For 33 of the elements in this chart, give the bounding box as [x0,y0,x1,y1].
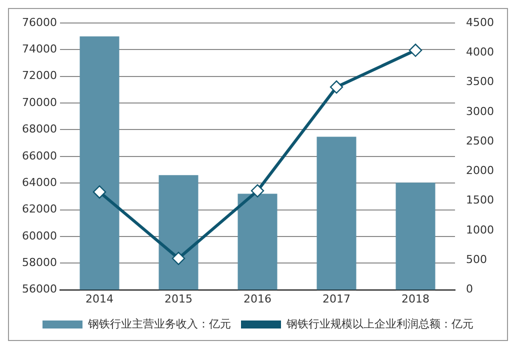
y2-tick-label: 500 [466,253,488,266]
y-tick-label: 76000 [22,16,57,29]
y-tick-label: 56000 [22,282,57,296]
y2-tick-label: 1500 [466,194,494,207]
y2-tick-label: 1000 [466,223,494,236]
x-tick-label: 2015 [164,292,192,306]
y-tick-label: 74000 [22,42,57,56]
y-tick-label: 70000 [22,96,57,109]
y2-tick-label: 0 [466,282,474,296]
x-tick-label: 2018 [402,292,430,306]
y2-tick-label: 3000 [466,104,494,118]
point [408,44,422,57]
y2-tick-label: 4500 [466,16,494,29]
x-tick-label: 2014 [85,292,114,306]
y-tick-label: 60000 [22,229,57,242]
y-tick-label: 62000 [22,202,57,216]
y-tick-label: 72000 [22,69,57,82]
y2-tick-label: 3500 [466,75,494,88]
point [92,185,106,199]
y-tick-label: 66000 [22,149,57,162]
y2-tick-label: 2000 [466,164,494,178]
y2-tick-label: 2500 [466,134,494,148]
legend-label: 钢铁行业规模以上企业利润总额：亿元 [286,317,474,330]
y-tick-label: 64000 [22,176,57,189]
x-tick-label: 2017 [322,292,350,306]
y-tick-label: 68000 [22,122,57,136]
point [250,184,264,198]
y2-tick-label: 4000 [466,46,494,59]
y-tick-label: 58000 [22,256,57,269]
point [330,80,344,94]
point [172,252,186,265]
x-tick-label: 2016 [244,292,272,306]
legend-label: 钢铁行业主营业务收入：亿元 [87,317,231,330]
